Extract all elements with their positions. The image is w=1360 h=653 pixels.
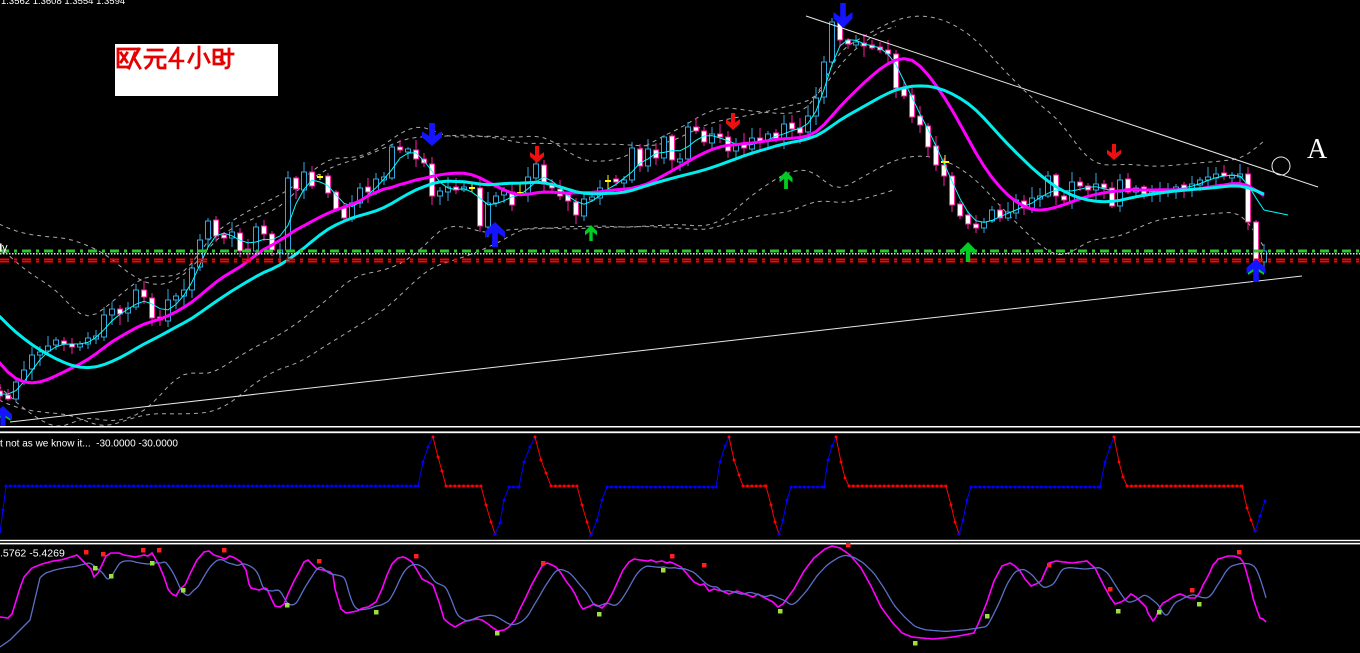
svg-text:y: y — [2, 242, 8, 254]
svg-text:1.3562 1.3608 1.3554 1.3594: 1.3562 1.3608 1.3554 1.3594 — [1, 0, 125, 7]
svg-text:A: A — [1307, 134, 1328, 165]
svg-text:.5762 -5.4269: .5762 -5.4269 — [0, 548, 65, 560]
svg-text:t not as we know it... -30.00: t not as we know it... -30.0000 -30.0000 — [0, 439, 178, 450]
